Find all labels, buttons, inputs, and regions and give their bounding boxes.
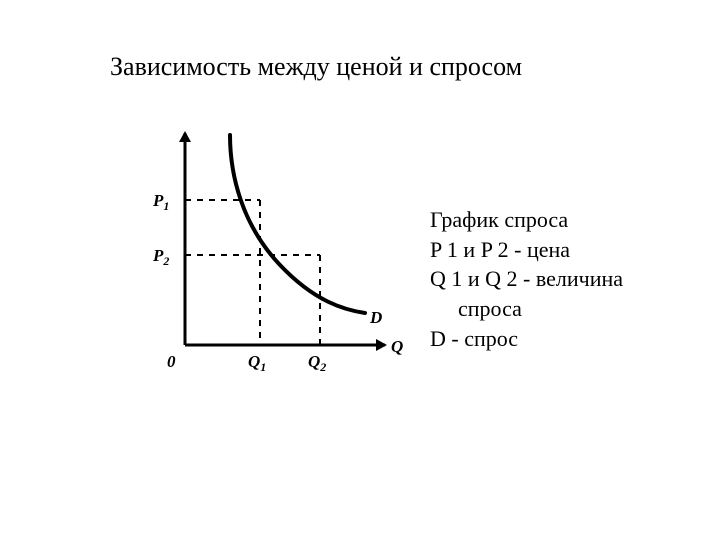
legend-line-1: P 1 и P 2 - цена [430,235,623,265]
guide-lines [185,200,320,345]
legend-line-4: D - спрос [430,324,623,354]
demand-chart: 0 Q D P1 P2 Q1 Q2 [130,115,410,385]
legend-line-0: График спроса [430,205,623,235]
legend-block: График спроса P 1 и P 2 - цена Q 1 и Q 2… [430,205,623,353]
axes [179,131,387,351]
q1-label: Q1 [248,352,266,374]
p1-label: P1 [152,191,169,213]
page: Зависимость между ценой и спросом 0 [0,0,720,540]
axis-labels: 0 Q D P1 P2 Q1 Q2 [152,191,403,374]
legend-line-2: Q 1 и Q 2 - величина [430,264,623,294]
d-curve-label: D [369,308,382,327]
demand-chart-svg: 0 Q D P1 P2 Q1 Q2 [130,115,410,385]
y-axis-arrow [179,131,191,142]
demand-curve [230,135,365,313]
page-title: Зависимость между ценой и спросом [110,52,522,82]
q2-label: Q2 [308,352,326,374]
p2-label: P2 [152,246,169,268]
legend-line-3: спроса [430,294,623,324]
q-axis-label: Q [391,337,403,356]
origin-label: 0 [167,352,176,371]
x-axis-arrow [376,339,387,351]
